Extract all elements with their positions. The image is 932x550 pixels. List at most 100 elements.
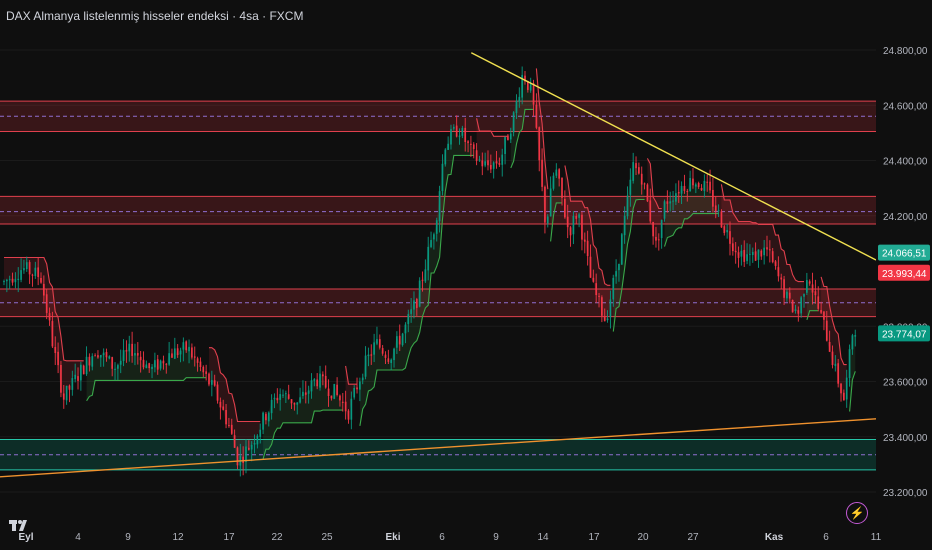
y-tick-label: 23.200,00 xyxy=(883,488,928,499)
descending-trendline xyxy=(470,52,877,261)
candle-body xyxy=(28,262,31,275)
candle-body xyxy=(327,388,330,397)
candle-body xyxy=(595,283,598,296)
candle-body xyxy=(208,373,210,385)
candle-body xyxy=(766,247,768,250)
candle-body xyxy=(675,193,677,202)
candle-body xyxy=(48,313,51,321)
price-labels: 24.066,51 23.993,44 23.774,07 xyxy=(878,244,930,342)
candle-body xyxy=(424,269,427,282)
candle-body xyxy=(777,267,780,277)
candle-body xyxy=(339,395,341,401)
candle-body xyxy=(5,279,8,282)
candle-body xyxy=(91,356,94,367)
candle-body xyxy=(111,357,114,369)
candle-body xyxy=(680,185,683,194)
candle-body xyxy=(652,221,654,237)
candle-body xyxy=(191,347,193,358)
candle-body xyxy=(820,310,822,313)
candle-body xyxy=(219,401,222,408)
candle-body xyxy=(378,339,381,348)
candle-body xyxy=(837,363,840,384)
candle-body xyxy=(139,356,142,361)
candle-body xyxy=(689,177,691,192)
channel-line xyxy=(612,198,645,332)
candle-body xyxy=(854,335,857,337)
candle-body xyxy=(686,190,689,192)
candle-body xyxy=(526,81,529,90)
channel-line xyxy=(820,276,847,366)
candle-body xyxy=(712,189,714,207)
candle-body xyxy=(501,154,504,165)
candle-body xyxy=(202,366,205,373)
zones xyxy=(0,100,876,471)
candle-body xyxy=(515,101,518,113)
candle-body xyxy=(384,354,387,358)
candle-body xyxy=(552,175,555,189)
candle-body xyxy=(307,390,310,394)
candle-body xyxy=(603,317,606,322)
candle-body xyxy=(783,279,785,298)
candle-body xyxy=(179,350,182,355)
candle-body xyxy=(236,447,239,466)
candle-body xyxy=(162,360,165,364)
candle-body xyxy=(489,165,492,170)
candle-body xyxy=(612,277,615,300)
candle-body xyxy=(723,226,726,233)
tradingview-logo-icon[interactable] xyxy=(8,515,28,535)
channel-fill xyxy=(664,178,719,247)
x-tick-label: 14 xyxy=(537,532,549,543)
channel-fill xyxy=(536,68,548,223)
candle-body xyxy=(213,380,216,386)
candle-body xyxy=(296,402,299,405)
channel-line xyxy=(345,365,357,385)
candle-body xyxy=(43,283,45,296)
candle-body xyxy=(193,356,196,358)
lightning-icon[interactable]: ⚡ xyxy=(846,502,868,524)
y-tick-label: 24.200,00 xyxy=(883,212,928,223)
candle-body xyxy=(313,379,316,381)
candle-body xyxy=(524,75,526,82)
candle-body xyxy=(393,348,395,361)
x-tick-label: 9 xyxy=(493,532,499,543)
trendlines xyxy=(0,52,877,478)
price-label-text: 24.066,51 xyxy=(882,249,927,260)
y-tick-label: 24.600,00 xyxy=(883,101,928,112)
candle-body xyxy=(410,309,412,314)
candle-body xyxy=(350,398,353,420)
grid-lines xyxy=(0,49,876,493)
candle-body xyxy=(401,333,404,346)
candle-body xyxy=(754,251,757,261)
candle-body xyxy=(290,399,293,404)
candle-body xyxy=(788,292,791,299)
candle-body xyxy=(250,444,253,450)
candle-body xyxy=(626,195,629,217)
candle-body xyxy=(706,181,709,183)
candle-body xyxy=(498,163,501,165)
candle-body xyxy=(663,201,666,219)
candle-body xyxy=(418,280,421,307)
candle-body xyxy=(760,250,763,257)
candle-body xyxy=(481,160,484,167)
candle-body xyxy=(544,186,546,223)
chart-title: DAX Almanya listelenmiş hisseler endeksi… xyxy=(6,9,304,23)
candle-body xyxy=(390,359,393,363)
candle-body xyxy=(128,343,131,352)
candle-body xyxy=(749,253,751,255)
candle-body xyxy=(185,341,188,351)
candle-body xyxy=(786,291,788,299)
candle-body xyxy=(11,278,14,283)
candle-body xyxy=(245,446,247,462)
candle-body xyxy=(131,343,133,356)
candle-body xyxy=(507,135,509,141)
x-tick-label: 9 xyxy=(125,532,131,543)
candle-body xyxy=(233,435,236,448)
candle-body xyxy=(265,413,267,421)
candle-body xyxy=(848,349,851,379)
candle-body xyxy=(638,167,640,174)
candle-body xyxy=(546,216,549,224)
candle-body xyxy=(564,198,566,218)
candle-body xyxy=(270,399,273,414)
candle-body xyxy=(102,352,105,356)
